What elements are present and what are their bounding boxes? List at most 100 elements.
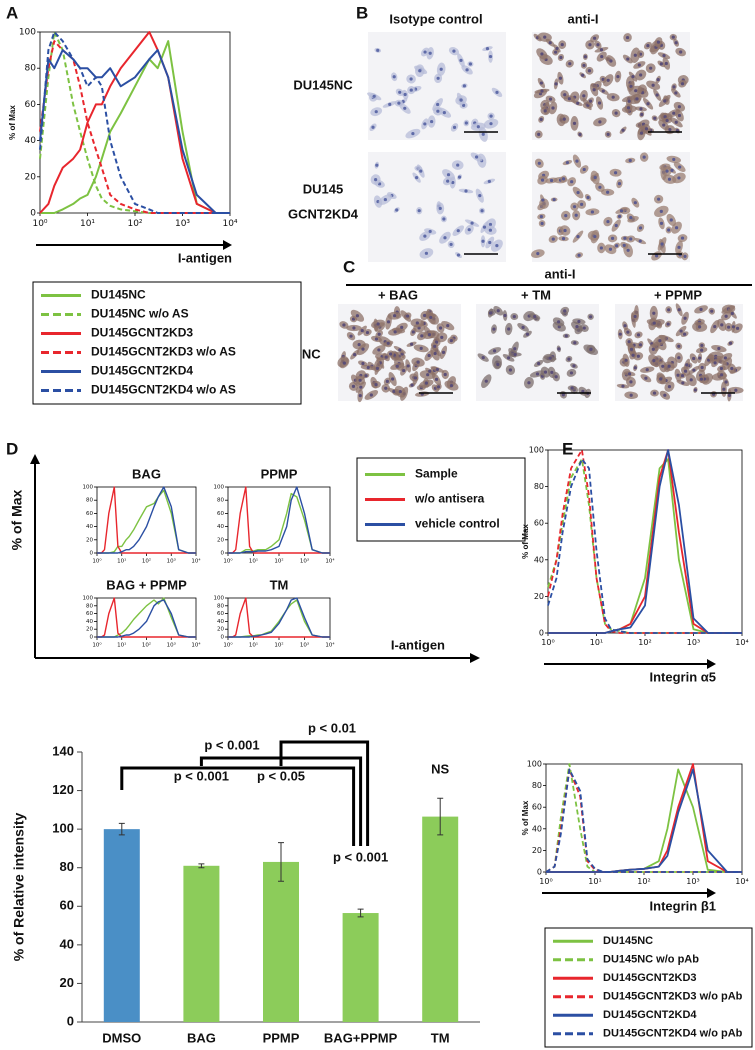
nucleus — [398, 348, 402, 352]
nucleus — [582, 63, 586, 68]
nucleus — [427, 333, 432, 337]
nucleus — [392, 389, 396, 393]
nucleus — [563, 93, 567, 97]
y-tick-label: 40 — [534, 555, 544, 564]
x-tick-label: 10⁰ — [539, 877, 552, 886]
nucleus — [639, 107, 643, 111]
nucleus — [456, 229, 460, 233]
nucleus — [376, 48, 380, 52]
x-tick-label: 10² — [142, 641, 151, 648]
x-axis-label: Integrin α5 — [650, 669, 717, 684]
nucleus — [391, 377, 395, 381]
nucleus — [724, 314, 728, 318]
nucleus — [593, 234, 597, 239]
nucleus — [598, 185, 602, 189]
nucleus — [456, 253, 461, 257]
nucleus — [669, 218, 673, 222]
nucleus — [597, 101, 602, 105]
nucleus — [411, 330, 415, 334]
nucleus — [446, 324, 450, 328]
nucleus — [670, 168, 674, 172]
nucleus — [549, 178, 554, 183]
nucleus — [633, 366, 637, 370]
x-tick-label: BAG — [187, 1030, 216, 1045]
nucleus — [406, 314, 410, 318]
x-tick-label: 10⁰ — [223, 557, 233, 564]
nucleus — [442, 217, 446, 221]
y-tick-label: 0 — [221, 551, 225, 557]
y-tick-label: 140 — [52, 743, 74, 758]
nucleus — [679, 50, 683, 54]
nucleus — [683, 316, 687, 320]
nucleus — [374, 110, 378, 114]
y-tick-label: 80 — [217, 498, 224, 504]
nucleus — [720, 323, 724, 327]
nucleus — [636, 354, 640, 358]
nucleus — [352, 326, 356, 330]
nucleus — [435, 367, 440, 372]
nucleus — [656, 40, 661, 44]
nucleus — [730, 366, 734, 371]
nucleus — [719, 366, 724, 371]
nucleus — [361, 347, 365, 351]
nucleus — [553, 50, 558, 54]
nucleus — [720, 373, 724, 377]
x-tick-label: 10¹ — [249, 557, 258, 564]
nucleus — [496, 362, 500, 367]
nucleus — [638, 343, 643, 347]
nucleus — [680, 373, 685, 378]
nucleus — [618, 332, 622, 336]
histogram-line — [547, 458, 742, 634]
nucleus — [677, 308, 681, 312]
nucleus — [599, 246, 603, 250]
nucleus — [626, 330, 630, 334]
nucleus — [449, 339, 453, 343]
legend-label: DU145GCNT2KD3 w/o AS — [91, 345, 236, 359]
column-label: + BAG — [378, 287, 418, 302]
nucleus — [608, 247, 613, 251]
nucleus — [459, 98, 463, 102]
nucleus — [557, 320, 561, 324]
nucleus — [660, 242, 664, 246]
nucleus — [651, 347, 655, 351]
y-tick-label: 20 — [25, 172, 37, 182]
nucleus — [582, 94, 586, 98]
column-label: Isotype control — [389, 11, 482, 26]
nucleus — [537, 132, 541, 136]
nucleus — [449, 242, 453, 247]
histogram-line — [97, 486, 196, 554]
x-tick-label: 10⁰ — [541, 638, 554, 647]
histogram-line — [39, 31, 230, 214]
error-bar — [437, 797, 444, 836]
y-tick-label: 0 — [30, 209, 36, 219]
nucleus — [359, 385, 363, 389]
significance-label: p < 0.001 — [333, 849, 388, 864]
nucleus — [433, 351, 437, 356]
nucleus — [419, 346, 423, 350]
nucleus — [427, 353, 431, 358]
nucleus — [639, 73, 643, 77]
y-tick-label: 40 — [217, 619, 224, 625]
nucleus — [663, 115, 667, 119]
nucleus — [438, 206, 442, 211]
nucleus — [552, 197, 556, 202]
nucleus — [580, 202, 584, 206]
nucleus — [551, 106, 555, 110]
nucleus — [628, 158, 632, 163]
nucleus — [539, 215, 543, 219]
nucleus — [677, 245, 681, 249]
histogram-line — [97, 599, 196, 638]
nucleus — [361, 361, 365, 366]
nucleus — [434, 377, 439, 381]
nucleus — [508, 368, 513, 372]
nucleus — [543, 370, 548, 374]
nucleus — [672, 111, 676, 115]
nucleus — [730, 311, 734, 316]
nucleus — [574, 213, 578, 217]
nucleus — [619, 209, 624, 213]
y-axis-label: % of Relative intensity — [11, 812, 27, 961]
nucleus — [376, 322, 380, 326]
x-tick-label: 10⁴ — [325, 641, 335, 648]
nucleus — [452, 49, 456, 53]
